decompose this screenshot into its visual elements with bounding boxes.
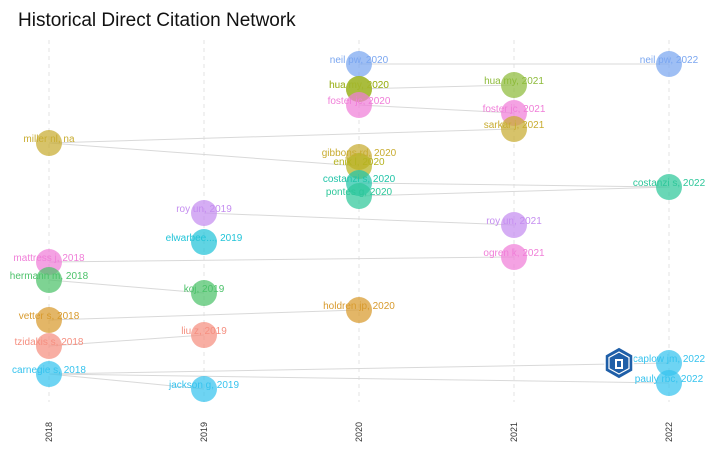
watermark-logo-icon — [604, 346, 634, 380]
paper-node-label: neil pw, 2020 — [330, 55, 389, 66]
citation-link — [358, 186, 670, 197]
node-layer — [36, 51, 682, 402]
paper-node-label: hua my, 2020 — [329, 80, 389, 91]
paper-node-label: holdren jp, 2020 — [323, 301, 395, 312]
paper-node[interactable] — [191, 322, 217, 348]
x-tick-label: 2021 — [509, 422, 519, 442]
citation-link — [48, 373, 670, 384]
paper-node-label: hua my, 2021 — [484, 76, 544, 87]
paper-node-label: jackson g, 2019 — [168, 380, 239, 391]
paper-node-label: vetter s, 2018 — [19, 311, 80, 322]
citation-link — [48, 128, 515, 144]
citation-link — [358, 104, 515, 114]
citation-link — [48, 256, 515, 263]
paper-node[interactable] — [501, 72, 527, 98]
paper-node-label: sarkar j, 2021 — [484, 120, 545, 131]
paper-node[interactable] — [346, 51, 372, 77]
paper-node-label: costanzi s, 2022 — [633, 178, 706, 189]
paper-node-label: roy un, 2021 — [486, 216, 542, 227]
paper-node[interactable] — [656, 51, 682, 77]
paper-node-label: liu z, 2019 — [181, 326, 227, 337]
paper-node[interactable] — [501, 244, 527, 270]
citation-link — [48, 279, 205, 294]
paper-node[interactable] — [656, 350, 682, 376]
paper-node-label: caplow jm, 2022 — [633, 354, 706, 365]
paper-node[interactable] — [191, 376, 217, 402]
paper-node-label: koj, 2019 — [184, 284, 225, 295]
paper-node[interactable] — [36, 333, 62, 359]
paper-node-label: foster jc, 2020 — [328, 96, 391, 107]
paper-node-label: tzidakis s, 2018 — [15, 337, 84, 348]
paper-node[interactable] — [656, 174, 682, 200]
paper-node[interactable] — [191, 229, 217, 255]
paper-node-label: ogren k, 2021 — [483, 248, 545, 259]
paper-node[interactable] — [346, 297, 372, 323]
paper-node[interactable] — [346, 92, 372, 118]
paper-node[interactable] — [501, 212, 527, 238]
paper-node-label: miller nl, na — [23, 134, 75, 145]
paper-node-label: gibbons rd, 2020 — [322, 148, 397, 159]
x-tick-label: 2019 — [199, 422, 209, 442]
paper-node-label: enik l, 2020 — [333, 157, 385, 168]
paper-node[interactable] — [36, 267, 62, 293]
paper-node-label: costanzi s, 2020 — [323, 174, 396, 185]
citation-link — [48, 142, 360, 167]
paper-node-label: mattress j, 2018 — [13, 253, 85, 264]
paper-node[interactable] — [36, 130, 62, 156]
citation-link — [48, 334, 205, 347]
paper-node-label: hermann m, 2018 — [10, 271, 89, 282]
paper-node[interactable] — [36, 249, 62, 275]
x-tick-label: 2020 — [354, 422, 364, 442]
paper-node[interactable] — [501, 116, 527, 142]
chart-title: Historical Direct Citation Network — [18, 10, 296, 31]
paper-node-label: pauly rbc, 2022 — [635, 374, 704, 385]
paper-node-label: roy un, 2019 — [176, 204, 232, 215]
paper-node-label: foster jc, 2021 — [483, 104, 546, 115]
link-layer — [48, 63, 670, 390]
citation-link — [48, 362, 670, 375]
x-axis-ticks: 2018 2019 2020 2021 2022 — [44, 422, 674, 442]
paper-node-label: neil pw, 2022 — [640, 55, 699, 66]
citation-link — [203, 212, 515, 226]
citation-link — [48, 373, 205, 390]
paper-node[interactable] — [191, 200, 217, 226]
paper-node-label: pontes g, 2020 — [326, 187, 393, 198]
citation-link — [358, 182, 670, 188]
paper-node[interactable] — [36, 307, 62, 333]
paper-node-label: carnegie s, 2018 — [12, 365, 86, 376]
paper-node-label: elwarbee..., 2019 — [166, 233, 243, 244]
x-tick-label: 2018 — [44, 422, 54, 442]
citation-link — [358, 84, 515, 90]
x-tick-label: 2022 — [664, 422, 674, 442]
paper-node-label: hua my, 2020 — [329, 80, 389, 91]
paper-node[interactable] — [656, 370, 682, 396]
paper-node[interactable] — [36, 361, 62, 387]
paper-node[interactable] — [191, 280, 217, 306]
citation-link — [48, 309, 360, 321]
paper-node[interactable] — [346, 183, 372, 209]
